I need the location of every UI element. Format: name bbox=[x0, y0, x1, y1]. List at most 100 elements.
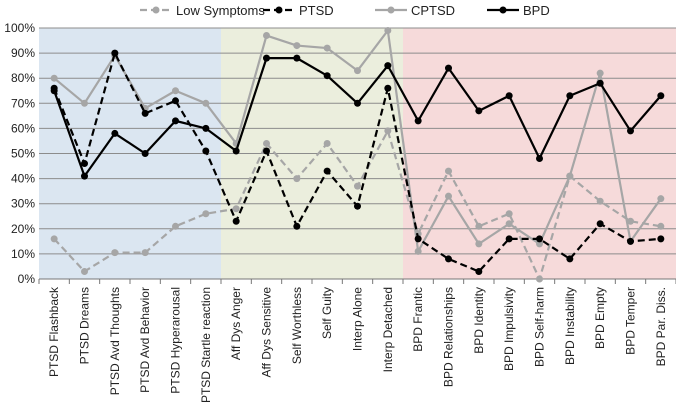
data-point bbox=[505, 220, 513, 228]
data-point bbox=[384, 62, 392, 70]
data-point bbox=[172, 222, 179, 230]
data-point bbox=[627, 217, 634, 225]
legend-item: CPTSD bbox=[375, 3, 455, 18]
x-tick-label: BPD Empty bbox=[593, 287, 607, 349]
data-point bbox=[232, 205, 240, 213]
data-point bbox=[293, 54, 301, 62]
y-tick-label: 50% bbox=[11, 147, 35, 161]
data-point bbox=[263, 147, 270, 155]
data-point bbox=[81, 160, 88, 168]
legend-marker-icon bbox=[152, 6, 160, 14]
data-point bbox=[384, 127, 392, 135]
data-point bbox=[596, 79, 604, 87]
data-point bbox=[536, 155, 543, 163]
data-point bbox=[141, 109, 149, 117]
data-point bbox=[445, 64, 452, 72]
data-point bbox=[293, 222, 301, 230]
data-point bbox=[293, 175, 301, 183]
y-tick-label: 60% bbox=[11, 121, 35, 135]
data-point bbox=[505, 235, 513, 243]
data-point bbox=[445, 167, 452, 175]
x-tick-label: Self Worthless bbox=[290, 287, 304, 364]
legend-marker-icon bbox=[275, 6, 283, 14]
x-tick-label: BPD Par. Diss. bbox=[654, 287, 668, 366]
series-lines bbox=[50, 27, 665, 283]
data-point bbox=[111, 249, 119, 257]
data-point bbox=[202, 124, 210, 132]
x-tick-label: Aff Dys Anger bbox=[229, 287, 243, 360]
data-point bbox=[141, 249, 149, 257]
y-tick-label: 70% bbox=[11, 96, 35, 110]
data-point bbox=[505, 210, 513, 218]
data-point bbox=[323, 44, 331, 52]
data-point bbox=[384, 27, 392, 35]
data-point bbox=[323, 139, 331, 147]
data-point bbox=[323, 167, 331, 175]
legend-label: Low Symptoms bbox=[176, 3, 265, 18]
data-point bbox=[263, 139, 270, 147]
x-tick-label: BPD Relationships bbox=[442, 287, 456, 387]
data-point bbox=[445, 192, 452, 200]
data-point bbox=[354, 182, 361, 190]
x-tick-label: Aff Dys Sensitive bbox=[260, 287, 274, 378]
series-bpd bbox=[50, 54, 665, 180]
x-tick-label: PTSD Flashback bbox=[47, 286, 61, 377]
data-point bbox=[657, 195, 665, 203]
data-point bbox=[596, 69, 604, 77]
series-ptsd bbox=[50, 49, 665, 275]
data-point bbox=[111, 49, 119, 57]
legend: Low Symptoms PTSD CPTSD BPD bbox=[140, 3, 550, 18]
data-point bbox=[232, 147, 240, 155]
legend-item: BPD bbox=[487, 3, 550, 18]
data-point bbox=[627, 237, 634, 245]
data-point bbox=[505, 92, 513, 100]
x-tick-label: Interp Alone bbox=[351, 287, 365, 351]
y-tick-label: 30% bbox=[11, 197, 35, 211]
data-point bbox=[596, 220, 604, 228]
legend-marker-icon bbox=[499, 6, 507, 14]
x-tick-label: BPD Frantic bbox=[411, 287, 425, 352]
data-point bbox=[172, 87, 179, 95]
legend-marker-icon bbox=[387, 6, 395, 14]
data-point bbox=[475, 222, 483, 230]
data-point bbox=[596, 197, 604, 205]
data-point bbox=[202, 210, 210, 218]
x-tick-label: BPD Temper bbox=[624, 287, 638, 355]
data-point bbox=[323, 72, 331, 80]
y-tick-label: 10% bbox=[11, 247, 35, 261]
x-tick-label: BPD Identity bbox=[472, 287, 486, 354]
data-point bbox=[414, 247, 422, 255]
data-point bbox=[81, 267, 88, 275]
data-point bbox=[232, 217, 240, 225]
data-point bbox=[657, 92, 665, 100]
data-point bbox=[202, 99, 210, 107]
y-tick-label: 100% bbox=[4, 21, 35, 35]
data-point bbox=[202, 147, 210, 155]
data-point bbox=[50, 235, 58, 243]
data-point bbox=[293, 42, 301, 50]
data-point bbox=[414, 235, 422, 243]
data-point bbox=[536, 275, 543, 283]
data-point bbox=[172, 97, 179, 105]
data-point bbox=[566, 172, 574, 180]
y-axis-ticks: 0% 10% 20% 30% 40% 50% 60% 70% 80% 90% 100% bbox=[4, 21, 35, 286]
x-tick-label: PTSD Avd Thoughts bbox=[108, 287, 122, 395]
y-tick-label: 0% bbox=[18, 272, 36, 286]
x-tick-label: PTSD Hyperarousal bbox=[169, 287, 183, 394]
data-point bbox=[627, 127, 634, 135]
x-tick-label: Self Guity bbox=[320, 287, 334, 339]
data-point bbox=[172, 117, 179, 125]
legend-label: BPD bbox=[523, 3, 550, 18]
data-point bbox=[657, 235, 665, 243]
data-point bbox=[263, 54, 270, 62]
data-point bbox=[566, 92, 574, 100]
x-tick-label: Interp Detached bbox=[381, 287, 395, 372]
y-tick-label: 90% bbox=[11, 46, 35, 60]
legend-label: PTSD bbox=[299, 3, 334, 18]
data-point bbox=[81, 99, 88, 107]
data-point bbox=[475, 240, 483, 248]
data-point bbox=[81, 172, 88, 180]
data-point bbox=[536, 240, 543, 248]
x-tick-label: BPD Self-harm bbox=[533, 287, 547, 367]
